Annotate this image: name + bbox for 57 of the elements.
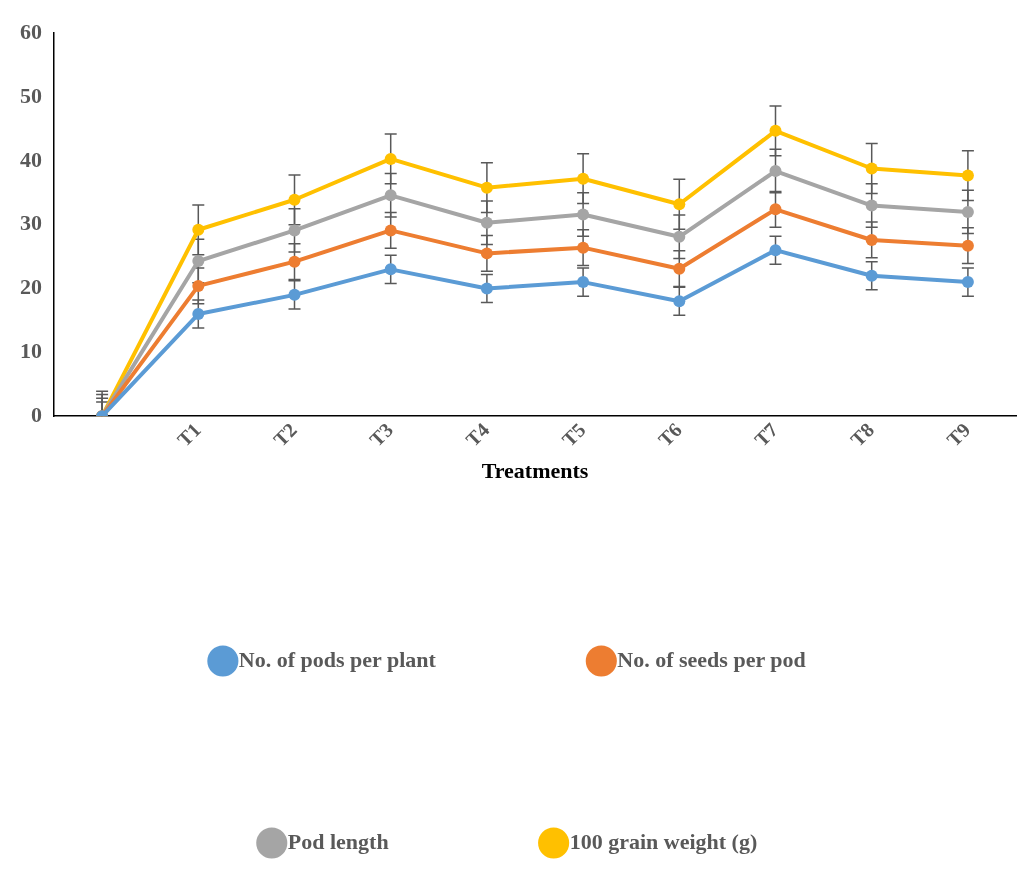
- point: [769, 244, 782, 257]
- point: [673, 198, 686, 211]
- y-tick-label: 10: [20, 337, 42, 363]
- point: [480, 216, 493, 229]
- y-tick-label: 60: [20, 18, 42, 44]
- point: [384, 224, 397, 237]
- point: [192, 308, 205, 321]
- point: [961, 205, 974, 218]
- point: [288, 224, 301, 237]
- point: [673, 295, 686, 308]
- point: [865, 162, 878, 175]
- x-tick-label: T2: [268, 418, 301, 451]
- point: [577, 241, 590, 254]
- x-tick-label: T7: [749, 418, 782, 451]
- point: [288, 288, 301, 301]
- point: [480, 247, 493, 260]
- point: [384, 189, 397, 202]
- point: [288, 193, 301, 206]
- point: [961, 239, 974, 252]
- point: [384, 263, 397, 276]
- point: [673, 230, 686, 243]
- point: [192, 255, 205, 268]
- legend-label: No. of pods per plant: [238, 646, 437, 672]
- point: [288, 255, 301, 268]
- x-tick-label: T5: [557, 418, 590, 451]
- x-tick-label: T1: [172, 418, 205, 451]
- point: [577, 208, 590, 221]
- point: [961, 169, 974, 182]
- point: [384, 152, 397, 165]
- point: [769, 203, 782, 216]
- x-tick-label: T9: [942, 418, 975, 451]
- point: [192, 223, 205, 236]
- x-tick-label: T6: [653, 418, 686, 451]
- x-tick-label: T8: [846, 418, 879, 451]
- x-axis-title: Treatments: [481, 458, 589, 484]
- y-tick-label: 40: [20, 146, 42, 172]
- point: [865, 199, 878, 212]
- point: [192, 279, 205, 292]
- point: [673, 262, 686, 275]
- y-tick-label: 20: [20, 274, 42, 300]
- legend-label: Pod length: [287, 828, 389, 854]
- point: [769, 165, 782, 178]
- point: [480, 282, 493, 295]
- point: [865, 233, 878, 246]
- point: [769, 124, 782, 137]
- point: [577, 172, 590, 185]
- legend-label: 100 grain weight (g): [569, 828, 758, 854]
- point: [480, 181, 493, 194]
- y-tick-label: 30: [20, 210, 42, 236]
- point: [865, 269, 878, 282]
- x-tick-label: T3: [365, 418, 398, 451]
- point: [577, 276, 590, 289]
- point: [961, 276, 974, 289]
- legend-label: No. of seeds per pod: [617, 646, 806, 672]
- x-tick-label: T4: [461, 418, 494, 451]
- y-tick-label: 0: [31, 401, 42, 427]
- y-tick-label: 50: [20, 82, 42, 108]
